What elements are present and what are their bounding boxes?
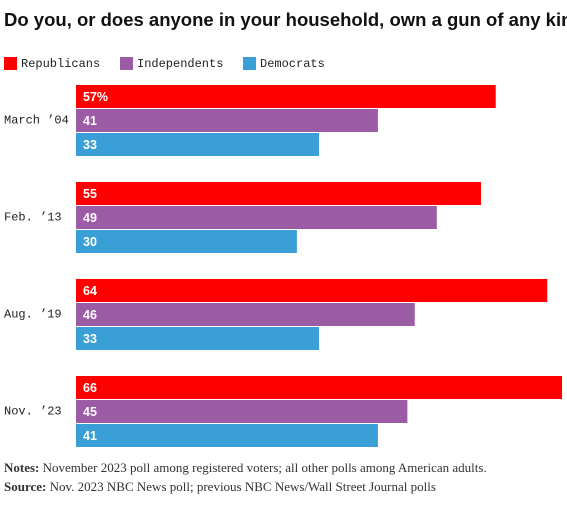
legend-swatch	[120, 57, 133, 70]
value-label: 49	[83, 211, 97, 225]
value-label: 55	[83, 187, 97, 201]
value-label: 66	[83, 381, 97, 395]
value-label: 41	[83, 114, 97, 128]
legend-label: Democrats	[260, 57, 325, 71]
source-label: Source:	[4, 479, 46, 494]
value-label: 33	[83, 138, 97, 152]
source-text: Nov. 2023 NBC News poll; previous NBC Ne…	[50, 479, 436, 494]
notes-text: November 2023 poll among registered vote…	[43, 460, 487, 475]
chart-title: Do you, or does anyone in your household…	[4, 9, 567, 30]
bar	[76, 206, 437, 229]
value-label: 33	[83, 332, 97, 346]
value-label: 64	[83, 284, 97, 298]
bar	[76, 327, 319, 350]
category-label: Feb. ’13	[4, 211, 62, 225]
value-label: 46	[83, 308, 97, 322]
legend-label: Independents	[137, 57, 223, 71]
value-label: 45	[83, 405, 97, 419]
bar	[76, 182, 481, 205]
value-label: 41	[83, 429, 97, 443]
category-label: Aug. ’19	[4, 308, 62, 322]
source: Source: Nov. 2023 NBC News poll; previou…	[4, 479, 436, 494]
notes: Notes: November 2023 poll among register…	[4, 460, 487, 475]
bar	[76, 85, 496, 108]
bar	[76, 133, 319, 156]
bar	[76, 400, 408, 423]
value-label: 57%	[83, 90, 108, 104]
bar	[76, 376, 562, 399]
notes-label: Notes:	[4, 460, 39, 475]
category-label: March ’04	[4, 114, 69, 128]
bar	[76, 279, 548, 302]
value-label: 30	[83, 235, 97, 249]
legend-swatch	[4, 57, 17, 70]
category-label: Nov. ’23	[4, 405, 62, 419]
bar	[76, 230, 297, 253]
bar	[76, 424, 378, 447]
legend-label: Republicans	[21, 57, 100, 71]
bar	[76, 303, 415, 326]
bar	[76, 109, 378, 132]
legend-swatch	[243, 57, 256, 70]
